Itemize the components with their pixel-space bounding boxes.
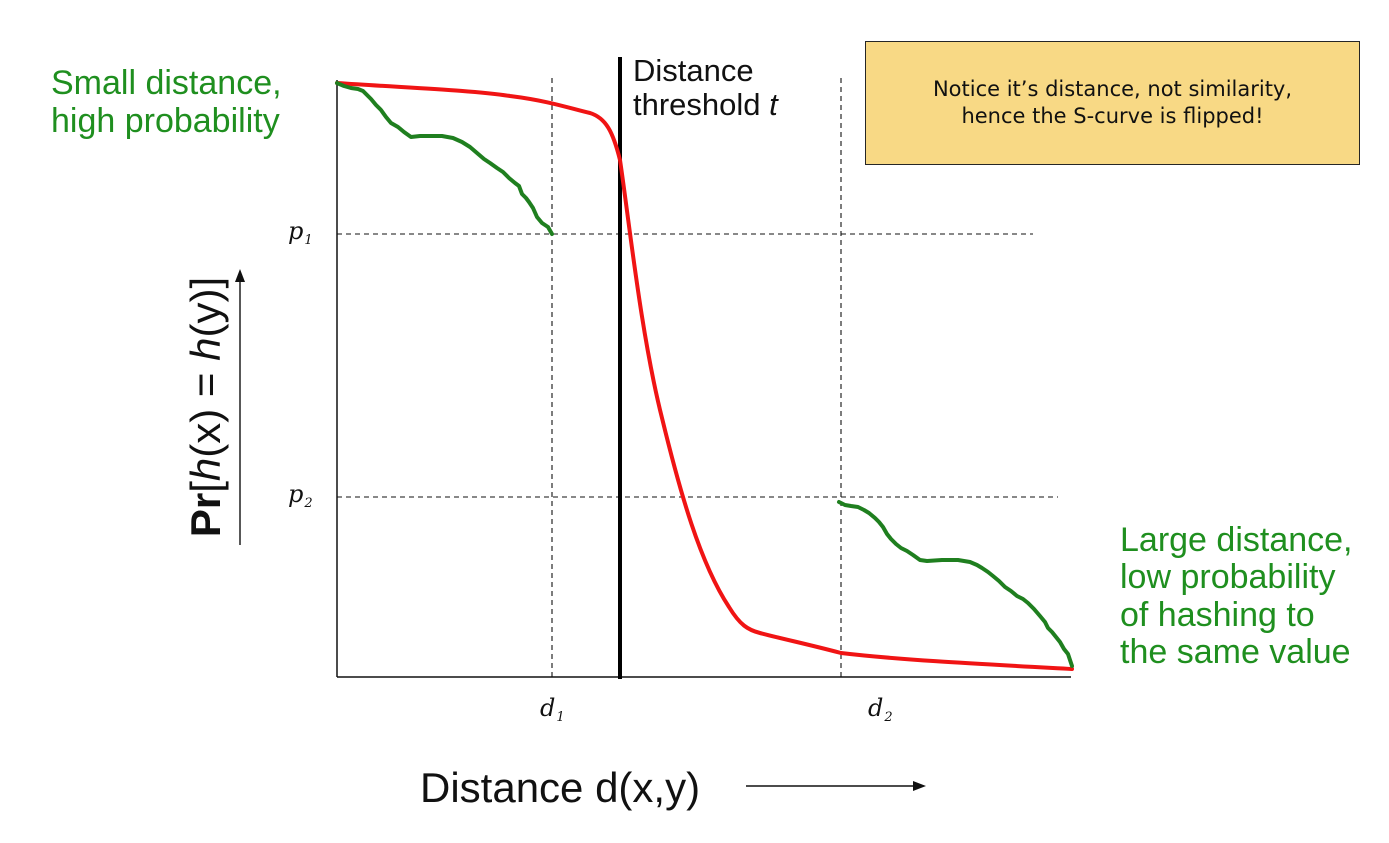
large-distance-line-4: the same value — [1120, 633, 1351, 672]
d2-label: d2 — [868, 694, 893, 725]
d1-subscript: 1 — [556, 710, 565, 725]
note-box: Notice it’s distance, not similarity, he… — [865, 41, 1360, 165]
y-axis-arrowhead — [235, 269, 245, 282]
note-line-1: Notice it’s distance, not similarity, — [932, 77, 1293, 102]
x-axis-arrowhead — [913, 781, 926, 791]
d1-label: d1 — [540, 694, 565, 725]
y-axis-pr: Pr — [182, 492, 229, 538]
x-axis-title: Distance d(x,y) — [420, 764, 701, 811]
low-probability-curve — [837, 500, 1074, 668]
small-distance-line-2: high probability — [51, 102, 280, 141]
y-axis-h1: h — [182, 457, 229, 482]
y-axis-close: (y)] — [182, 276, 229, 338]
y-axis-middle: (x) = — [182, 360, 229, 458]
d2-base: d — [868, 694, 884, 722]
large-distance-line-1: Large distance, — [1120, 521, 1353, 559]
p1-base: p — [288, 217, 304, 245]
y-axis-h2: h — [182, 337, 229, 361]
threshold-label-prefix: threshold — [633, 87, 770, 123]
note-line-2: hence the S-curve is flipped! — [961, 104, 1264, 128]
p1-label: p1 — [288, 217, 313, 248]
s-curve — [335, 81, 1074, 671]
p2-base: p — [288, 480, 304, 508]
threshold-variable: t — [769, 87, 778, 123]
threshold-label: Distance threshold t — [633, 53, 778, 122]
high-probability-curve — [335, 81, 554, 236]
threshold-label-line-2: threshold t — [633, 88, 778, 122]
large-distance-annotation: Large distance, low probability of hashi… — [1120, 521, 1353, 672]
p2-label: p2 — [288, 480, 313, 511]
large-distance-line-2: low probability — [1120, 558, 1336, 597]
p2-subscript: 2 — [304, 496, 313, 511]
d1-base: d — [540, 694, 556, 722]
p1-subscript: 1 — [304, 233, 313, 248]
y-axis-open-bracket: [ — [182, 481, 229, 493]
y-axis-title: Pr[h(x) = h(y)] — [182, 277, 230, 537]
d2-subscript: 2 — [884, 710, 893, 725]
large-distance-line-3: of hashing to — [1120, 595, 1315, 634]
note-text: Notice it’s distance, not similarity, he… — [933, 76, 1292, 130]
threshold-label-line-1: Distance — [633, 53, 754, 88]
small-distance-line-1: Small distance, — [51, 64, 282, 102]
small-distance-annotation: Small distance, high probability — [51, 64, 282, 140]
